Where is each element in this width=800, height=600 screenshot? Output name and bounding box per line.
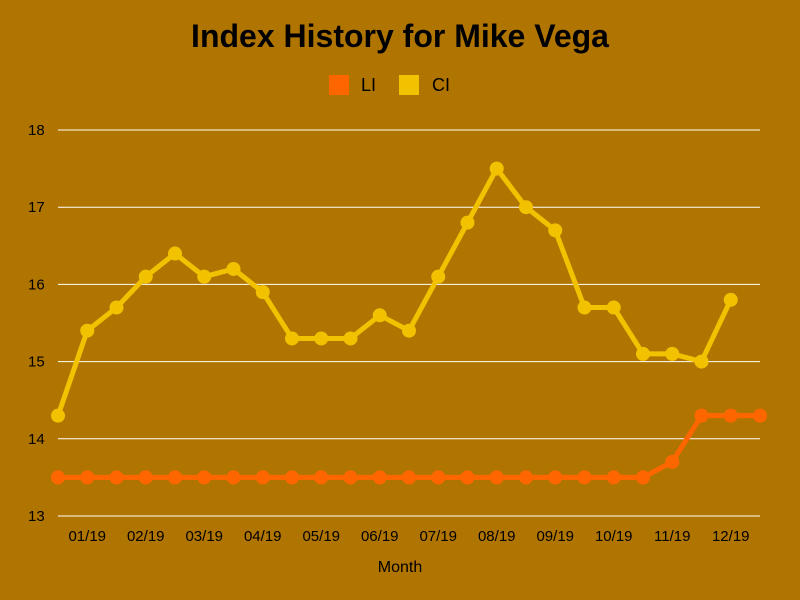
- data-point-ci: [606, 300, 621, 315]
- data-point-ci: [665, 346, 680, 361]
- series-line-ci: [55, 166, 734, 419]
- x-tick-label: 08/19: [478, 528, 516, 545]
- legend-swatch-ci: [399, 75, 419, 95]
- y-tick-label: 14: [28, 431, 45, 448]
- data-point-li: [753, 408, 767, 423]
- data-point-li: [723, 408, 738, 423]
- data-point-li: [109, 470, 124, 485]
- data-point-ci: [372, 308, 387, 323]
- data-point-li: [577, 470, 592, 485]
- data-point-ci: [636, 346, 650, 361]
- data-point-li: [197, 470, 212, 485]
- data-point-li: [314, 470, 329, 485]
- y-tick-label: 17: [28, 199, 45, 216]
- y-tick-label: 15: [28, 354, 45, 371]
- series-points: [51, 161, 767, 485]
- x-tick-label: 03/19: [185, 528, 223, 545]
- data-point-li: [343, 470, 358, 485]
- data-point-li: [285, 470, 299, 485]
- x-tick-label: 07/19: [419, 528, 457, 545]
- x-tick-label: 12/19: [712, 528, 750, 545]
- x-tick-label: 11/19: [654, 528, 690, 545]
- data-point-ci: [431, 269, 446, 284]
- data-point-ci: [109, 300, 124, 315]
- data-point-li: [519, 470, 533, 485]
- legend-label-li: LI: [361, 75, 376, 95]
- data-point-li: [636, 470, 650, 485]
- series-lines: [55, 166, 763, 480]
- data-point-ci: [138, 269, 153, 284]
- data-point-li: [372, 470, 387, 485]
- data-point-li: [665, 454, 680, 469]
- data-point-ci: [255, 285, 270, 300]
- legend: LI CI: [329, 75, 450, 95]
- data-point-li: [694, 408, 709, 423]
- data-point-li: [168, 470, 182, 485]
- x-tick-label: 04/19: [244, 528, 282, 545]
- data-point-ci: [519, 200, 533, 215]
- legend-label-ci: CI: [432, 75, 450, 95]
- y-tick-label: 16: [28, 276, 45, 293]
- x-axis-label: Month: [378, 559, 422, 576]
- series-line-li: [55, 413, 763, 480]
- data-point-li: [606, 470, 621, 485]
- data-point-li: [51, 470, 65, 485]
- data-point-ci: [168, 246, 182, 261]
- data-point-ci: [489, 161, 504, 176]
- data-point-li: [255, 470, 270, 485]
- data-point-li: [138, 470, 153, 485]
- data-point-ci: [197, 269, 212, 284]
- x-tick-label: 02/19: [127, 528, 165, 545]
- data-point-ci: [343, 331, 358, 346]
- x-tick-label: 10/19: [595, 528, 633, 545]
- data-point-ci: [694, 354, 709, 369]
- data-point-ci: [723, 292, 738, 307]
- y-tick-label: 18: [28, 122, 45, 139]
- x-tick-label: 01/19: [68, 528, 106, 545]
- data-point-ci: [226, 261, 241, 276]
- chart-title: Index History for Mike Vega: [191, 18, 609, 54]
- data-point-li: [431, 470, 446, 485]
- data-point-ci: [460, 215, 475, 230]
- data-point-li: [460, 470, 475, 485]
- data-point-ci: [577, 300, 592, 315]
- x-tick-label: 05/19: [302, 528, 340, 545]
- data-point-ci: [314, 331, 329, 346]
- data-point-ci: [402, 323, 416, 338]
- y-axis-ticks: 13 14 15 16 17 18: [28, 122, 45, 525]
- data-point-ci: [285, 331, 299, 346]
- x-axis-ticks: 01/19 02/19 03/19 04/19 05/19 06/19 07/19 08/19…: [68, 528, 749, 545]
- data-point-li: [402, 470, 416, 485]
- legend-swatch-li: [329, 75, 349, 95]
- x-tick-label: 09/19: [536, 528, 574, 545]
- data-point-li: [80, 470, 95, 485]
- gridlines: [58, 129, 760, 517]
- data-point-li: [489, 470, 504, 485]
- y-tick-label: 13: [28, 508, 45, 525]
- data-point-li: [226, 470, 241, 485]
- data-point-ci: [80, 323, 95, 338]
- data-point-ci: [548, 223, 563, 238]
- data-point-ci: [51, 408, 65, 423]
- data-point-li: [548, 470, 563, 485]
- x-tick-label: 06/19: [361, 528, 399, 545]
